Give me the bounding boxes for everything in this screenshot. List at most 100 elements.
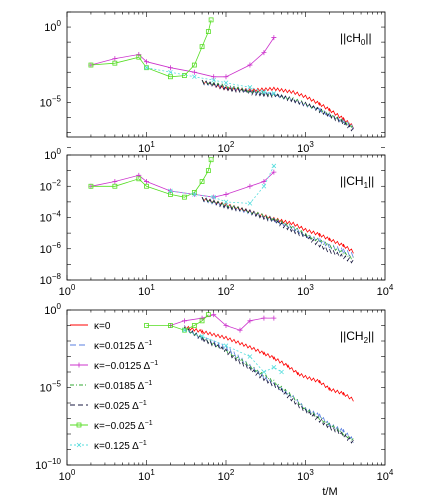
series-line-k5 xyxy=(90,19,212,78)
data-point-k6 xyxy=(261,89,267,95)
series-group xyxy=(88,17,354,132)
y-tick-label: 10−4 xyxy=(40,210,62,225)
series-group xyxy=(88,157,354,264)
data-point-k6 xyxy=(247,201,253,206)
series-line-k5 xyxy=(90,159,212,198)
data-point-k5 xyxy=(144,183,149,189)
data-point-k2 xyxy=(211,74,217,80)
data-point-k2 xyxy=(191,69,197,75)
legend-marker-k5 xyxy=(76,422,82,428)
data-point-k6 xyxy=(271,163,277,169)
data-point-k6 xyxy=(261,369,267,375)
series-line-k3 xyxy=(201,197,354,260)
series-line-k6 xyxy=(170,165,275,204)
data-point-k2 xyxy=(199,315,205,321)
data-point-k6 xyxy=(211,77,216,83)
legend-label-k2: κ=−0.0125 Δ−1 xyxy=(94,360,158,372)
data-point-k5 xyxy=(88,62,94,68)
panel-2: 100 101 102 103 104 100 10−2 10−4 10−6 10−8 ||CH1|… xyxy=(40,147,394,298)
data-point-k5 xyxy=(208,17,214,23)
legend: κ=0 κ=0.0125 Δ−1 κ=−0.0125 Δ−1 κ=0.0185 Δ−1… xyxy=(70,321,158,452)
y-tick-label: 100 xyxy=(44,302,61,317)
x-tick-label: 101 xyxy=(138,468,155,483)
series-line-k2 xyxy=(90,37,275,78)
series-line-k6 xyxy=(146,67,274,94)
x-tick-label: 102 xyxy=(218,140,235,155)
data-point-k5 xyxy=(136,176,142,182)
y-tick-label: 10−5 xyxy=(40,94,62,109)
data-point-k5 xyxy=(191,62,197,68)
data-point-k2 xyxy=(144,59,149,65)
x-tick-label: 104 xyxy=(377,283,394,298)
data-point-k5 xyxy=(199,318,205,324)
data-point-k2 xyxy=(112,179,118,185)
series-line-k4 xyxy=(184,326,354,444)
data-point-k2 xyxy=(136,52,142,58)
y-tick-label: 100 xyxy=(44,147,61,162)
panel-3: 100 101 102 103 104 100 10−5 10−10 ||CH2|| t/M κ=0… xyxy=(35,302,394,498)
data-point-k2 xyxy=(112,56,118,62)
legend-label-k6: κ=0.125 Δ−1 xyxy=(94,440,147,452)
series-line-k0 xyxy=(184,325,354,402)
data-point-k2 xyxy=(247,62,253,68)
x-tick-label: 103 xyxy=(297,468,314,483)
panel-label: ||CH2|| xyxy=(340,329,374,345)
data-point-k2 xyxy=(223,191,229,197)
data-point-k5 xyxy=(199,179,205,184)
series-line-k5 xyxy=(146,314,209,331)
data-point-k5 xyxy=(88,183,94,189)
data-point-k2 xyxy=(181,318,187,324)
data-point-k6 xyxy=(223,199,229,205)
data-point-k2 xyxy=(261,50,267,56)
series-line-k1 xyxy=(201,197,354,258)
series-line-k2 xyxy=(90,171,275,198)
legend-label-k0: κ=0 xyxy=(94,321,111,332)
data-point-k5 xyxy=(144,323,149,328)
data-point-k6 xyxy=(247,85,253,90)
data-point-k6 xyxy=(168,188,173,194)
data-point-k5 xyxy=(182,327,187,333)
data-point-k2 xyxy=(237,327,243,333)
series-line-k1 xyxy=(201,79,354,130)
y-tick-label: 100 xyxy=(44,19,61,34)
data-point-k2 xyxy=(167,65,173,71)
data-point-k6 xyxy=(271,91,277,96)
plot-frame xyxy=(66,154,386,281)
data-point-k5 xyxy=(208,157,214,163)
data-point-k5 xyxy=(168,74,173,80)
data-point-k5 xyxy=(205,29,211,34)
data-point-k6 xyxy=(192,74,197,80)
x-tick-label: 101 xyxy=(138,140,155,155)
data-point-k6 xyxy=(223,343,229,348)
x-tick-label: 103 xyxy=(297,283,314,298)
data-point-k2 xyxy=(271,315,277,321)
data-point-k6 xyxy=(261,183,267,189)
y-tick-label: 10−8 xyxy=(40,272,62,287)
data-point-k2 xyxy=(144,179,149,185)
y-tick-label: 10−10 xyxy=(35,457,61,472)
data-point-k2 xyxy=(261,179,267,185)
data-point-k6 xyxy=(211,194,216,200)
data-point-k6 xyxy=(279,369,284,375)
legend-label-k5: κ=−0.025 Δ−1 xyxy=(94,420,153,432)
x-tick-label: 104 xyxy=(377,468,394,483)
x-tick-label: 100 xyxy=(59,468,76,483)
series-group xyxy=(144,312,354,444)
data-point-k5 xyxy=(112,183,118,189)
data-point-k6 xyxy=(168,69,173,75)
panel-label: ||cH0|| xyxy=(340,31,372,47)
series-line-k4 xyxy=(201,197,354,264)
y-tick-label: 10−5 xyxy=(40,380,62,395)
data-point-k2 xyxy=(247,183,253,189)
data-point-k5 xyxy=(199,44,205,50)
x-axis-label: t/M xyxy=(322,486,337,498)
data-point-k5 xyxy=(191,323,197,328)
data-point-k2 xyxy=(247,318,253,324)
data-point-k5 xyxy=(168,323,173,328)
legend-label-k1: κ=0.0125 Δ−1 xyxy=(94,340,152,352)
x-tick-label: 101 xyxy=(138,283,155,298)
data-point-k2 xyxy=(271,35,277,41)
data-point-k5 xyxy=(112,60,118,66)
y-tick-label: 10−6 xyxy=(40,241,62,256)
